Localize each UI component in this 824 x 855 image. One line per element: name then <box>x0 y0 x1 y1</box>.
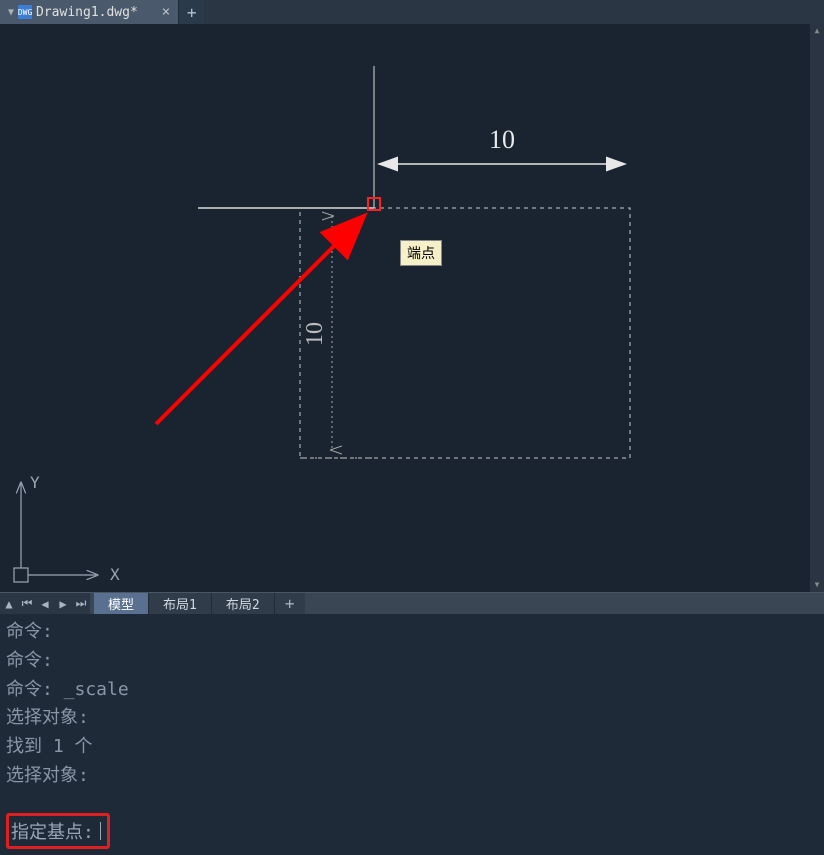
dim-value-vertical: 10 <box>302 322 328 346</box>
layout-add-button[interactable]: + <box>275 593 305 614</box>
dim-value-horizontal: 10 <box>489 125 515 154</box>
command-history-line: 命令: <box>6 618 818 647</box>
command-history-line: 命令: <box>6 647 818 676</box>
drawing-canvas[interactable]: 10 10 X Y 端点 <box>0 24 824 592</box>
drawing-svg: 10 10 X Y <box>0 24 824 592</box>
ucs-y-label: Y <box>30 473 40 492</box>
vertical-scrollbar[interactable] <box>810 24 824 592</box>
layout-tab-label: 布局1 <box>163 594 197 613</box>
tab-dropdown-icon[interactable]: ▼ <box>8 7 14 18</box>
layout-tab-label: 模型 <box>108 594 134 613</box>
command-input-row: 指定基点: <box>0 807 824 855</box>
layout-tab-bar: ▲ ⏮ ◀ ▶ ⏭ 模型 布局1 布局2 + <box>0 592 824 614</box>
command-history-line: 命令: _scale <box>6 676 818 705</box>
layout-nav-first-icon[interactable]: ⏮ <box>18 593 36 614</box>
osnap-tooltip: 端点 <box>400 240 442 266</box>
layout-nav-prev-icon[interactable]: ◀ <box>36 593 54 614</box>
ucs-icon <box>14 484 96 582</box>
command-history: 命令: 命令: 命令: _scale 选择对象: 找到 1 个 选择对象: <box>0 614 824 814</box>
new-tab-button[interactable]: + <box>178 0 204 24</box>
layout-nav-last-icon[interactable]: ⏭ <box>72 593 90 614</box>
layout-tab-model[interactable]: 模型 <box>94 593 149 614</box>
highlight-annotation: 指定基点: <box>6 813 110 849</box>
command-input[interactable] <box>100 822 101 840</box>
selection-rectangle <box>300 208 630 458</box>
layout-tab-label: 布局2 <box>226 594 260 613</box>
layout-nav-next-icon[interactable]: ▶ <box>54 593 72 614</box>
layout-nav-up-icon[interactable]: ▲ <box>0 593 18 614</box>
document-tab-bar: ▼ DWG Drawing1.dwg* × + <box>0 0 824 24</box>
command-history-line: 选择对象: <box>6 762 818 791</box>
document-tab-label: Drawing1.dwg* <box>36 5 138 20</box>
command-history-line: 选择对象: <box>6 704 818 733</box>
command-prompt-label: 指定基点: <box>11 818 94 844</box>
command-history-line: 找到 1 个 <box>6 733 818 762</box>
layout-tab-layout1[interactable]: 布局1 <box>149 593 212 614</box>
layout-tab-layout2[interactable]: 布局2 <box>212 593 275 614</box>
dwg-file-icon: DWG <box>18 5 32 19</box>
ucs-x-label: X <box>110 565 120 584</box>
document-tab[interactable]: ▼ DWG Drawing1.dwg* × <box>0 0 178 24</box>
close-icon[interactable]: × <box>162 4 170 20</box>
annotation-arrow <box>156 218 362 424</box>
